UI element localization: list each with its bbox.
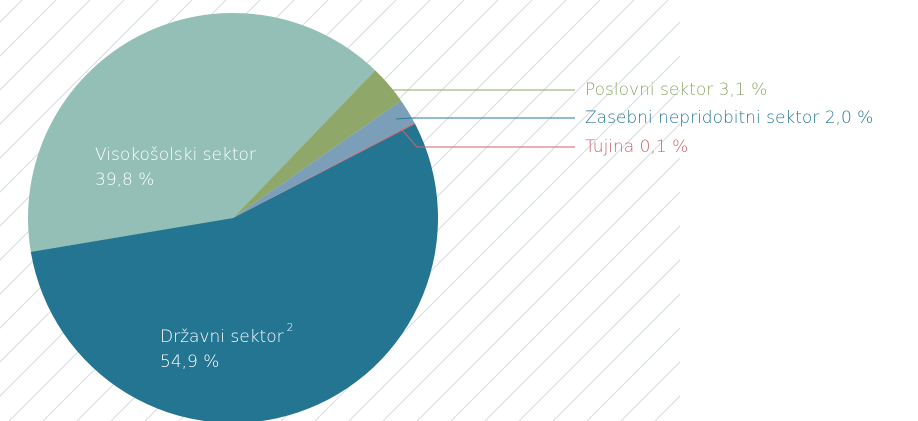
slice-name: Zasebni nepridobitni sektor <box>585 108 819 128</box>
slice-value: 0,1 % <box>640 137 689 157</box>
hatch-line <box>586 327 680 421</box>
hatch-line <box>416 157 680 421</box>
slice-name: Visokošolski sektor <box>95 145 256 165</box>
hatch-line <box>782 0 918 421</box>
hatch-line <box>714 0 918 421</box>
labels: Visokošolski sektor 39,8 % Poslovni sektor… <box>95 80 873 372</box>
slice-label: Tujina 0,1 % <box>585 137 688 157</box>
hatch-line <box>518 259 680 421</box>
leader-line <box>377 89 575 95</box>
pie-slice <box>233 122 416 218</box>
hatch-line <box>748 0 918 421</box>
hatch-line <box>620 361 680 421</box>
slice-name: Tujina <box>585 137 634 157</box>
hatch-line <box>816 0 918 421</box>
footnote-mark: 2 <box>287 321 294 334</box>
hatch-line <box>0 0 91 91</box>
leader-line <box>395 117 575 120</box>
hatch-line <box>884 0 918 421</box>
leader-line <box>401 129 575 148</box>
pie-slice <box>30 123 438 421</box>
hatch-line <box>382 123 680 421</box>
hatch-line <box>450 191 680 421</box>
slice-label: Poslovni sektor 3,1 % <box>585 80 767 100</box>
slice-value: 3,1 % <box>719 80 768 100</box>
slice-name-text: Visokošolski sektor <box>95 145 256 165</box>
hatch-line <box>850 0 918 421</box>
pie-slice <box>28 12 376 252</box>
hatch-line <box>0 0 23 23</box>
slice-name: Poslovni sektor <box>585 80 713 100</box>
slice-value: 2,0 % <box>825 108 874 128</box>
hatch-line <box>552 293 680 421</box>
hatch-line <box>654 395 680 421</box>
hatch-line <box>0 0 125 125</box>
hatch-line <box>484 225 680 421</box>
slice-value: 39,8 % <box>95 170 154 190</box>
slice-name: Državni sektor 2 <box>160 321 294 347</box>
pie-slice <box>233 70 402 218</box>
slice-name-text: Državni sektor <box>160 327 284 347</box>
slice-label: Zasebni nepridobitni sektor 2,0 % <box>585 108 873 128</box>
slice-value: 54,9 % <box>160 352 219 372</box>
hatch-line <box>348 89 680 421</box>
pie <box>28 12 438 421</box>
pie-slice <box>233 100 415 218</box>
hatch-line <box>0 0 159 159</box>
hatch-line <box>680 0 918 421</box>
